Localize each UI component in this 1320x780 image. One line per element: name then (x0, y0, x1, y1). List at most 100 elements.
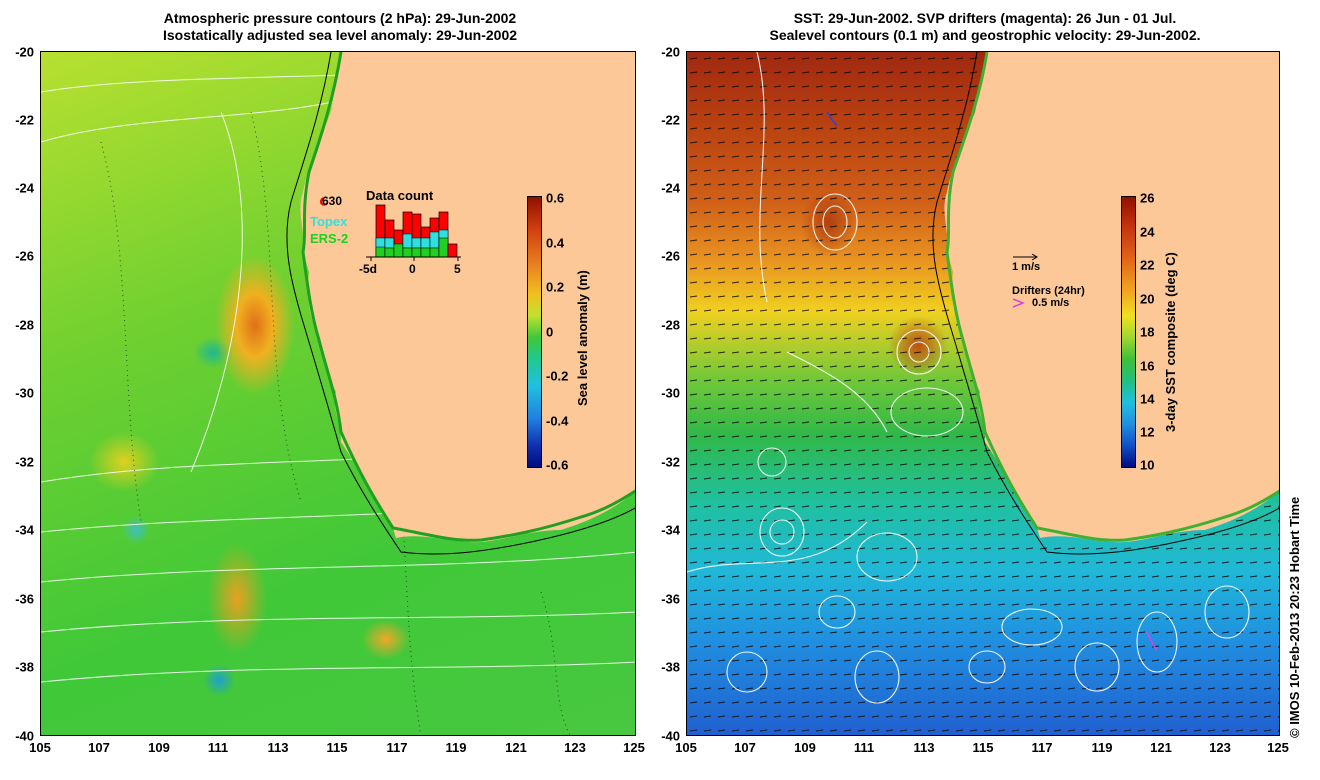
inset-legend-ers2: ERS-2 (310, 231, 349, 246)
colorbar-tick: 0.4 (546, 235, 565, 251)
credit-text: © IMOS 10-Feb-2013 20:23 Hobart Time (1287, 496, 1302, 738)
lat-tick: -32 (661, 454, 680, 470)
lat-tick: -28 (661, 317, 680, 333)
lat-tick: -20 (15, 44, 34, 60)
lat-tick: -32 (15, 454, 34, 470)
inset-bar (447, 243, 458, 258)
inset-bar (411, 247, 422, 258)
lon-tick: 109 (794, 740, 816, 755)
inset-bar (384, 237, 395, 249)
lat-tick: -34 (661, 522, 680, 538)
australia-land (944, 52, 1279, 543)
lon-tick: 115 (326, 740, 348, 755)
inset-xtick: 5 (454, 262, 461, 276)
colorbar-tick: 16 (1140, 358, 1155, 374)
lat-tick: -26 (15, 248, 34, 264)
velocity-scale-label: 1 m/s (1012, 261, 1041, 273)
lon-tick: 119 (1091, 740, 1113, 755)
coastline (301, 52, 635, 542)
colorbar-tick: 0.6 (546, 190, 565, 206)
sea-level-colorbar (527, 196, 542, 468)
coastline (945, 52, 1279, 542)
inset-title: Data count (366, 188, 434, 203)
lat-tick: -22 (661, 112, 680, 128)
drifter-track (1146, 631, 1158, 651)
lat-tick: -40 (661, 728, 680, 744)
lon-tick: 105 (29, 740, 51, 755)
colorbar-tick: 22 (1140, 257, 1155, 273)
right-map-overlay (687, 52, 1279, 735)
australia-land (300, 52, 635, 543)
colorbar-tick: -0.2 (546, 368, 569, 384)
colorbar-tick: -0.6 (546, 457, 569, 473)
left-panel-title: Atmospheric pressure contours (2 hPa): 2… (70, 10, 610, 44)
colorbar-tick: 10 (1140, 457, 1155, 473)
right-panel-title: SST: 29-Jun-2002. SVP drifters (magenta)… (715, 10, 1255, 44)
lon-tick: 113 (913, 740, 935, 755)
inset-xtick: -5d (359, 262, 377, 276)
velocity-scale-arrowhead (1031, 253, 1038, 261)
inset-bar (393, 243, 404, 258)
dotted-contours (100, 111, 571, 735)
lat-tick: -34 (15, 522, 34, 538)
lon-tick: 121 (505, 740, 527, 755)
lon-tick: 107 (734, 740, 756, 755)
colorbar-tick: 26 (1140, 190, 1155, 206)
colorbar-tick: 18 (1140, 324, 1155, 340)
lon-tick: 125 (623, 740, 645, 755)
inset-bar (429, 231, 440, 249)
lon-tick: 111 (207, 740, 229, 755)
lon-tick: 113 (267, 740, 289, 755)
lat-tick: -36 (15, 591, 34, 607)
inset-bar (375, 246, 386, 258)
right-title-line2: Sealevel contours (0.1 m) and geostrophi… (769, 27, 1201, 43)
shelf-contour (932, 52, 1279, 555)
left-title-line2: Isostatically adjusted sea level anomaly… (162, 27, 518, 43)
lat-tick: -38 (661, 659, 680, 675)
colorbar-tick: 12 (1140, 424, 1155, 440)
right-title-line1: SST: 29-Jun-2002. SVP drifters (magenta)… (793, 10, 1177, 26)
lon-tick: 111 (853, 740, 875, 755)
inset-bar (384, 247, 395, 258)
colorbar-tick: 20 (1140, 291, 1155, 307)
lat-tick: -22 (15, 112, 34, 128)
lat-tick: -30 (15, 385, 34, 401)
lon-tick: 105 (675, 740, 697, 755)
drifter-title: Drifters (24hr) (1012, 285, 1085, 297)
inset-bar (402, 233, 413, 249)
lat-tick: -38 (15, 659, 34, 675)
sea-level-contours (687, 52, 1250, 704)
inset-bar (420, 247, 431, 258)
inset-bar (429, 247, 440, 258)
sst-colorbar-label: 3-day SST composite (deg C) (1163, 252, 1178, 432)
sst-map (686, 51, 1280, 736)
drifter-scale-label: 0.5 m/s (1032, 297, 1070, 309)
colorbar-tick: 24 (1140, 224, 1155, 240)
lon-tick: 121 (1150, 740, 1172, 755)
sst-colorbar (1121, 196, 1136, 468)
data-count-inset (319, 197, 461, 261)
lon-tick: 109 (148, 740, 170, 755)
lat-tick: -28 (15, 317, 34, 333)
lon-tick: 115 (972, 740, 994, 755)
lon-tick: 117 (1031, 740, 1053, 755)
lon-tick: 107 (88, 740, 110, 755)
left-title-line1: Atmospheric pressure contours (2 hPa): 2… (163, 10, 517, 26)
drifter-track (826, 111, 838, 127)
lat-tick: -36 (661, 591, 680, 607)
colorbar-tick: 0 (546, 324, 554, 340)
lat-tick: -26 (661, 248, 680, 264)
inset-bar (420, 237, 431, 249)
inset-legend-topex: Topex (310, 214, 348, 229)
drifter-scale-marker (1012, 298, 1026, 308)
lon-tick: 123 (1209, 740, 1231, 755)
lon-tick: 123 (564, 740, 586, 755)
colorbar-tick: 14 (1140, 391, 1155, 407)
inset-count: 630 (322, 194, 343, 208)
lat-tick: -40 (15, 728, 34, 744)
inset-xtick: 0 (409, 262, 416, 276)
lon-tick: 119 (445, 740, 467, 755)
colorbar-tick: -0.4 (546, 413, 569, 429)
lat-tick: -20 (661, 44, 680, 60)
lat-tick: -24 (661, 180, 680, 196)
